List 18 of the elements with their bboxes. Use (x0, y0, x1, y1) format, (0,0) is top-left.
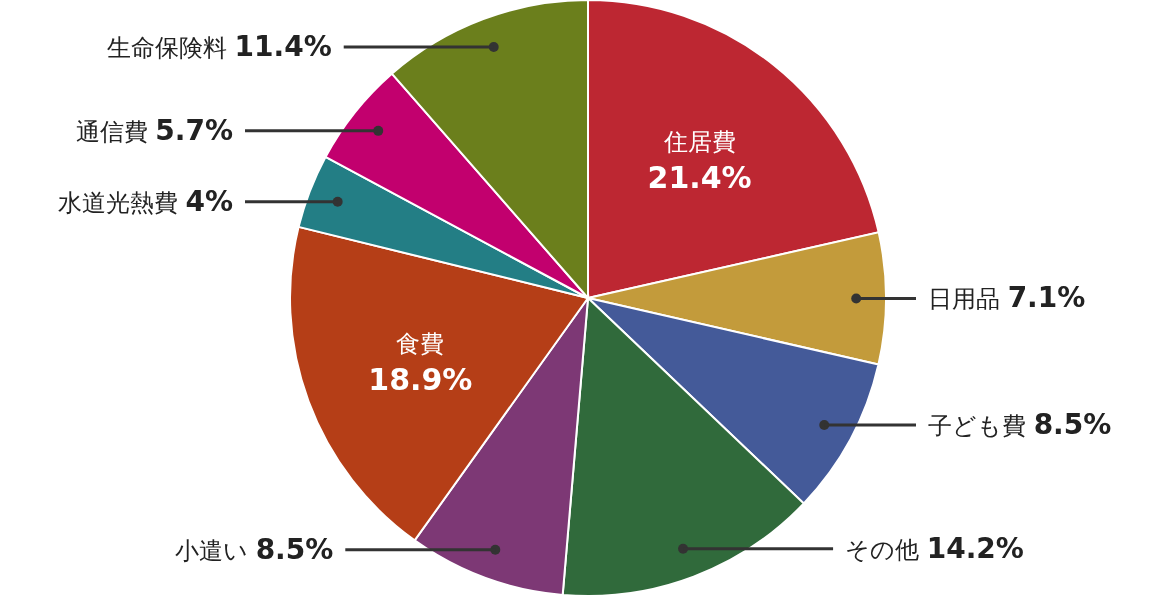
slice-label: 住居費 (662, 128, 736, 157)
data-label: 8.5% (255, 532, 334, 566)
data-label: 8.5% (1033, 407, 1112, 441)
slice-label: 通信費 (75, 117, 156, 146)
slice-label: 日用品 (928, 285, 1008, 314)
data-label: 14.2% (926, 531, 1024, 565)
data-label: 11.4% (234, 29, 332, 63)
data-label: 18.9% (368, 362, 473, 398)
slice-label: 小遣い (175, 536, 256, 565)
slice-label: 子ども費 (928, 411, 1034, 440)
slice-label: 生命保険料 (106, 33, 235, 62)
slice-label: 水道光熱費 (57, 188, 186, 217)
data-label: 4% (185, 184, 233, 218)
data-label: 7.1% (1007, 281, 1086, 315)
data-label: 5.7% (155, 113, 233, 147)
slice-label: 食費 (396, 330, 445, 359)
slice-label: その他 (845, 535, 927, 564)
data-label: 21.4% (647, 160, 752, 196)
